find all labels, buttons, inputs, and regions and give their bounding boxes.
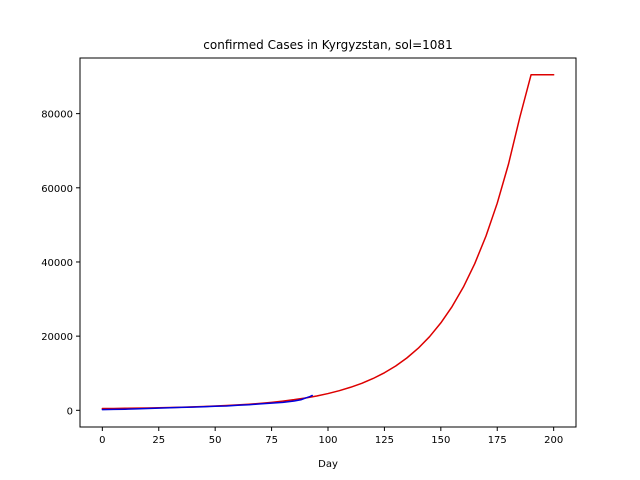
x-tick-label: 0 [99, 435, 105, 446]
x-tick-label: 150 [431, 435, 450, 446]
x-tick-label: 125 [375, 435, 394, 446]
y-tick-label: 80000 [41, 110, 73, 121]
chart-title: confirmed Cases in Kyrgyzstan, sol=1081 [203, 38, 452, 52]
x-axis-label: Day [318, 459, 338, 470]
y-tick-label: 40000 [41, 258, 73, 269]
x-tick-label: 100 [318, 435, 337, 446]
series-line-observed [101, 394, 313, 411]
plot-frame [79, 57, 577, 428]
x-tick-label: 50 [209, 435, 222, 446]
y-tick-label: 0 [67, 406, 73, 417]
y-tick-label: 20000 [41, 332, 73, 343]
x-tick-label: 75 [265, 435, 278, 446]
plot-series [101, 73, 555, 411]
x-axis: 0 25 50 75 100 125 150 175 200 [99, 427, 563, 446]
y-tick-label: 60000 [41, 184, 73, 195]
x-tick-label: 200 [544, 435, 563, 446]
x-tick-label: 25 [152, 435, 165, 446]
y-axis: 0 20000 40000 60000 80000 [41, 110, 80, 417]
x-tick-label: 175 [488, 435, 507, 446]
